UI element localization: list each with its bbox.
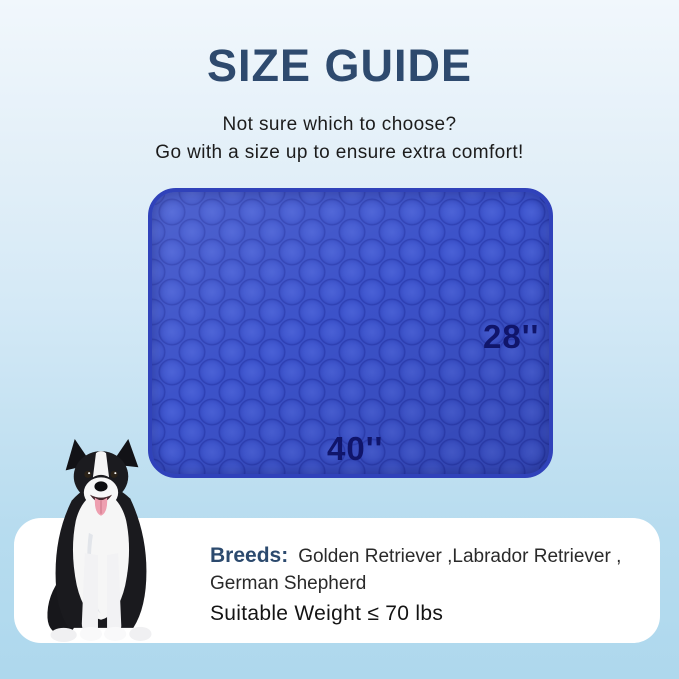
dog-hind-paw-right: [129, 626, 152, 641]
cooling-mat-image: 28'' 40'': [148, 188, 553, 478]
dog-eye-left: [84, 470, 92, 478]
suitable-weight-text: Suitable Weight ≤ 70 lbs: [210, 602, 444, 625]
breeds-text: Breeds: Golden Retriever ,Labrador Retrie…: [210, 542, 652, 597]
mat-height-label: 28'': [483, 318, 540, 355]
breeds-label: Breeds:: [210, 544, 289, 567]
page-title: SIZE GUIDE: [206, 40, 473, 91]
dog-nose: [94, 481, 108, 492]
dog-hind-paw-left: [50, 627, 77, 642]
dog-eye-left-glint: [88, 472, 91, 475]
dog-illustration: [47, 439, 152, 642]
mat-width-label: 40'': [327, 430, 384, 467]
dog-eye-right: [110, 470, 118, 478]
dog-chest-shading: [87, 532, 101, 614]
dog-front-paw-right: [104, 626, 127, 641]
subtitle-line2: Go with a size up to ensure extra comfor…: [155, 142, 524, 163]
dog-eye-right-glint: [114, 472, 117, 475]
dog-photo: [47, 439, 152, 642]
dog-blaze: [92, 451, 110, 478]
dog-front-leg-left: [81, 553, 98, 634]
dog-front-leg-right: [107, 553, 122, 634]
dog-muzzle: [83, 477, 119, 508]
subtitle-line1: Not sure which to choose?: [222, 114, 457, 135]
breeds-value: Golden Retriever ,Labrador Retriever , G…: [210, 546, 622, 594]
dog-front-paw-left: [79, 626, 103, 641]
